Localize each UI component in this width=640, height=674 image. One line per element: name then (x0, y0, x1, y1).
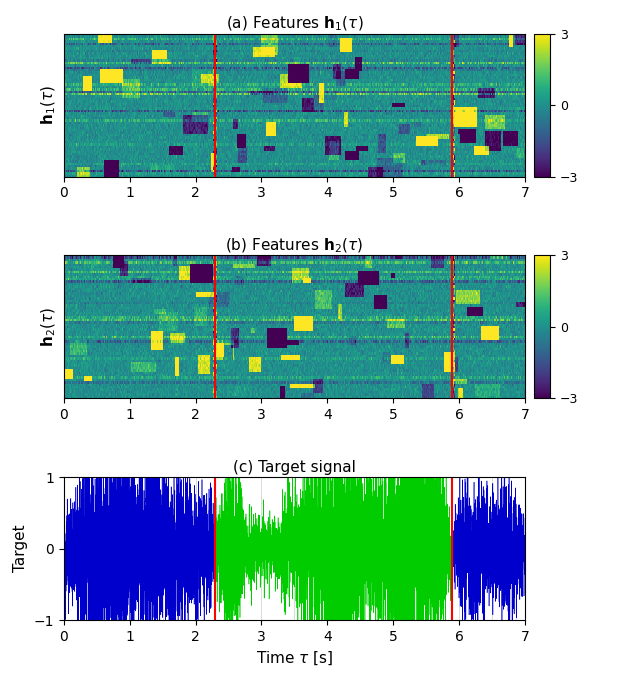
X-axis label: Time $\tau$ [s]: Time $\tau$ [s] (256, 649, 333, 667)
Title: (c) Target signal: (c) Target signal (233, 460, 356, 474)
Y-axis label: $\mathbf{h}_1(\tau)$: $\mathbf{h}_1(\tau)$ (40, 85, 58, 125)
Title: (a) Features $\mathbf{h}_1(\tau)$: (a) Features $\mathbf{h}_1(\tau)$ (225, 14, 364, 33)
Y-axis label: Target: Target (13, 525, 28, 572)
Y-axis label: $\mathbf{h}_2(\tau)$: $\mathbf{h}_2(\tau)$ (40, 307, 58, 347)
Title: (b) Features $\mathbf{h}_2(\tau)$: (b) Features $\mathbf{h}_2(\tau)$ (225, 236, 364, 255)
